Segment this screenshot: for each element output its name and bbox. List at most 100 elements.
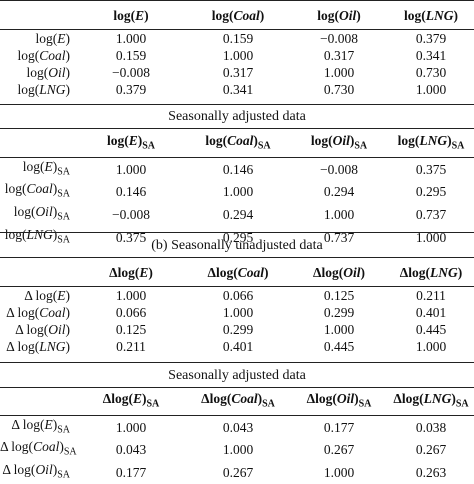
- table-cell: 0.211: [416, 287, 446, 303]
- row-label: log(E): [35, 30, 71, 46]
- table-cell: 0.177: [115, 464, 147, 480]
- table-row: log(E) 1.000 0.159 −0.008 0.379: [0, 29, 474, 47]
- row-label: Δ log(E)SA: [11, 416, 70, 436]
- table-cell: 1.000: [115, 30, 147, 46]
- table-cell: 0.146: [222, 161, 254, 177]
- table-cell: 1.000: [222, 442, 254, 458]
- table-cell: 1.000: [415, 229, 447, 245]
- row-label: log(Coal): [17, 47, 70, 63]
- row-label: log(Oil): [26, 64, 70, 80]
- table-cell: 0.341: [415, 47, 447, 63]
- table-cell: 0.125: [323, 287, 355, 303]
- table-cell: 0.267: [415, 442, 447, 458]
- table-row: Δ log(Oil) 0.125 0.299 1.000 0.445: [0, 321, 474, 338]
- correlation-table-differences: Δlog(E) Δlog(Coal) Δlog(Oil) Δlog(LNG) Δ…: [0, 260, 474, 355]
- table-row: Δ log(LNG) 0.211 0.401 0.445 1.000: [0, 338, 474, 355]
- table-header-row: Δlog(E) Δlog(Coal) Δlog(Oil) Δlog(LNG): [0, 260, 474, 286]
- table-row: Δ log(Coal)SA 0.043 1.000 0.267 0.267: [0, 438, 474, 461]
- table-cell: 0.125: [115, 321, 147, 337]
- table-cell: 0.066: [115, 304, 147, 320]
- column-header: Δlog(LNG): [399, 264, 463, 280]
- column-header: Δlog(Coal)SA: [201, 391, 275, 410]
- panel-adjusted-levels: log(E)SA log(Coal)SA log(Oil)SA log(LNG)…: [0, 131, 474, 248]
- table-cell: −0.008: [112, 206, 150, 222]
- table-cell: 0.445: [323, 338, 355, 354]
- table-cell: 0.146: [115, 184, 147, 200]
- row-label: log(E)SA: [22, 158, 70, 178]
- table-cell: −0.008: [320, 161, 358, 177]
- table-cell: 0.445: [415, 321, 447, 337]
- column-header: log(LNG): [404, 7, 458, 23]
- table-row: log(Oil)SA −0.008 0.294 1.000 0.737: [0, 203, 474, 226]
- panel-unadjusted-levels: log(E) log(Coal) log(Oil) log(LNG) log(E…: [0, 3, 474, 98]
- caption-panel-b: (b) Seasonally unadjusted data: [151, 238, 323, 253]
- column-header: log(Coal): [211, 7, 265, 23]
- panel-rule: [0, 128, 474, 129]
- row-label: Δ log(Coal): [6, 304, 70, 320]
- table-cell: 0.375: [115, 229, 147, 245]
- table-cell: 1.000: [115, 161, 147, 177]
- table-cell: 0.177: [323, 419, 355, 435]
- panel-rule: [0, 257, 474, 258]
- table-cell: 1.000: [115, 419, 147, 435]
- table-cell: 0.267: [222, 464, 254, 480]
- correlation-table-levels: log(E) log(Coal) log(Oil) log(LNG) log(E…: [0, 3, 474, 98]
- table-cell: 0.159: [115, 47, 147, 63]
- row-label: log(LNG): [17, 81, 70, 97]
- table-row: log(Oil) −0.008 0.317 1.000 0.730: [0, 64, 474, 81]
- table-cell: 0.294: [222, 206, 254, 222]
- table-cell: 0.379: [115, 81, 147, 97]
- table-cell: 0.267: [323, 442, 355, 458]
- table-cell: 0.317: [222, 64, 254, 80]
- table-cell: 0.066: [222, 287, 254, 303]
- table-cell: 1.000: [222, 184, 254, 200]
- table-cell: 0.401: [222, 338, 254, 354]
- table-cell: 1.000: [415, 81, 447, 97]
- row-label: log(Oil)SA: [13, 204, 70, 223]
- table-cell: 0.730: [415, 64, 447, 80]
- column-header: log(E): [113, 7, 149, 23]
- table-cell: 0.043: [115, 442, 147, 458]
- column-header: Δlog(Oil)SA: [306, 391, 372, 410]
- table-cell: 1.000: [222, 304, 254, 320]
- table-cell: 0.379: [415, 30, 447, 46]
- row-label: log(Coal)SA: [4, 181, 70, 201]
- panel-adjusted-differences: Δlog(E)SA Δlog(Coal)SA Δlog(Oil)SA Δlog(…: [0, 389, 474, 484]
- column-header: [0, 389, 76, 415]
- column-header: [0, 131, 76, 157]
- table-cell: 0.299: [222, 321, 254, 337]
- row-label: Δ log(E): [24, 287, 70, 303]
- row-label: Δ log(Coal)SA: [0, 439, 77, 459]
- table-cell: 1.000: [115, 287, 147, 303]
- column-header: Δlog(LNG)SA: [393, 391, 469, 410]
- correlation-table-differences-sa: Δlog(E)SA Δlog(Coal)SA Δlog(Oil)SA Δlog(…: [0, 389, 474, 484]
- column-header: log(LNG)SA: [397, 133, 465, 152]
- table-cell: 0.737: [415, 206, 447, 222]
- column-header: [0, 260, 76, 286]
- panel-rule: [0, 232, 474, 233]
- table-cell: 1.000: [323, 321, 355, 337]
- column-header: Δlog(E)SA: [102, 391, 160, 410]
- caption-seasonally-adjusted-2: Seasonally adjusted data: [168, 368, 306, 383]
- column-header: log(E)SA: [106, 133, 156, 152]
- table-cell: 0.299: [323, 304, 355, 320]
- table-header-row: log(E)SA log(Coal)SA log(Oil)SA log(LNG)…: [0, 131, 474, 158]
- table-header-row: log(E) log(Coal) log(Oil) log(LNG): [0, 3, 474, 29]
- table-cell: −0.008: [320, 30, 358, 46]
- table-cell: 0.211: [116, 338, 146, 354]
- row-label: Δ log(Oil)SA: [2, 462, 70, 481]
- table-cell: 0.263: [415, 464, 447, 480]
- table-cell: 0.317: [323, 47, 355, 63]
- table-cell: 1.000: [323, 64, 355, 80]
- table-cell: −0.008: [112, 64, 150, 80]
- table-cell: 0.294: [323, 184, 355, 200]
- table-cell: 0.730: [323, 81, 355, 97]
- column-header: [0, 3, 76, 29]
- panel-rule: [0, 362, 474, 363]
- row-label: Δ log(Oil): [15, 321, 70, 337]
- panel-rule: [0, 104, 474, 105]
- column-header: log(Oil): [317, 7, 361, 23]
- table-cell: 0.295: [415, 184, 447, 200]
- caption-seasonally-adjusted: Seasonally adjusted data: [168, 109, 306, 124]
- column-header: Δlog(Coal): [207, 264, 269, 280]
